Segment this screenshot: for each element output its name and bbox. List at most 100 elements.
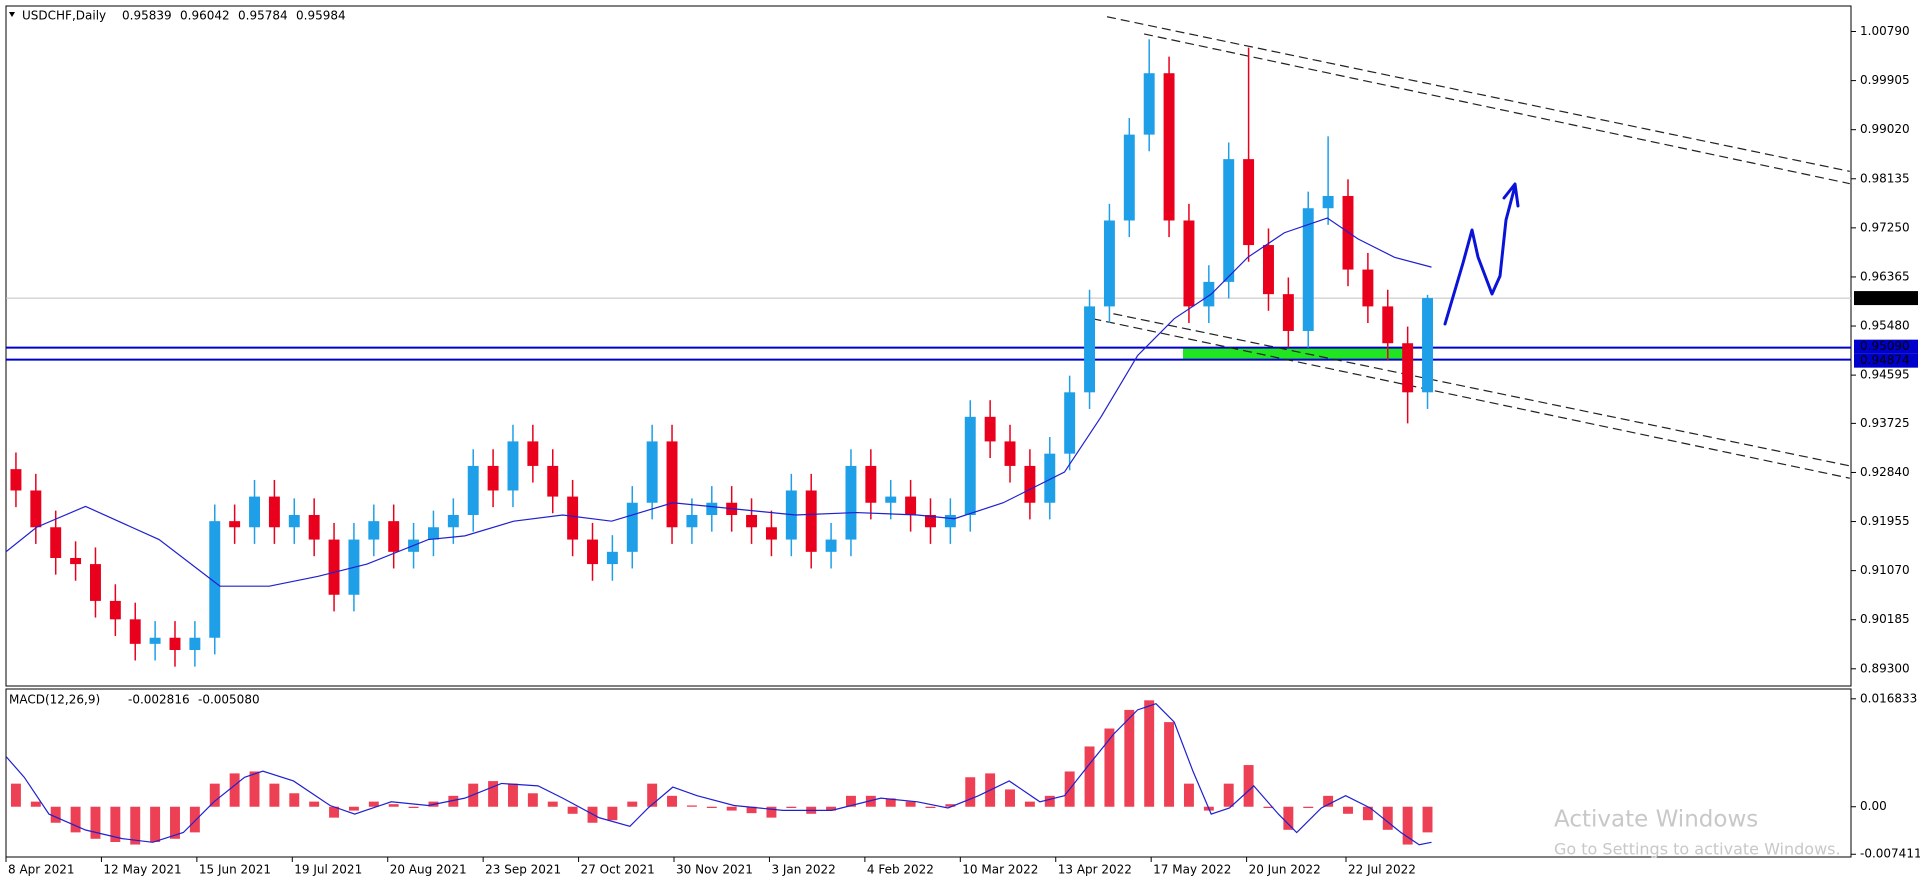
x-tick-label: 20 Aug 2021 (390, 863, 467, 877)
candle-body (606, 551, 618, 565)
candle-body (1302, 208, 1314, 331)
trendline (1113, 313, 1850, 467)
candle-body (89, 564, 101, 601)
macd-bar (627, 801, 638, 807)
y-tick-label: 0.96365 (1860, 269, 1910, 283)
macd-bar (1402, 806, 1413, 845)
macd-bar (150, 806, 161, 842)
macd-bar (766, 806, 777, 818)
candle-body (805, 490, 817, 552)
macd-bar (547, 801, 558, 807)
y-tick-label: 0.99020 (1860, 122, 1910, 136)
candle-body (765, 527, 777, 540)
macd-bar (1024, 801, 1035, 807)
header-value: -0.002816 (128, 693, 190, 707)
macd-bar (1243, 765, 1254, 807)
candle-body (328, 539, 340, 595)
candle-body (686, 515, 698, 528)
candle-body (587, 539, 598, 565)
macd-bar (905, 801, 916, 807)
y-tick-label: 0.90185 (1860, 612, 1910, 626)
y-tick-label: 0.91070 (1860, 563, 1910, 577)
candle-body (1084, 306, 1096, 393)
macd-bar (170, 806, 180, 839)
macd-bar (1164, 722, 1175, 807)
macd-bar (448, 795, 459, 807)
macd-bar (865, 795, 876, 807)
candle-body (1044, 453, 1056, 503)
macd-bar (647, 783, 658, 807)
macd-bar (567, 806, 578, 814)
candle-body (964, 416, 976, 516)
macd-bar (309, 801, 320, 807)
x-tick-label: 10 Mar 2022 (962, 863, 1038, 877)
price-marker-box (1854, 353, 1918, 368)
candle-body (149, 637, 161, 644)
candle-body (706, 502, 718, 516)
macd-bar (70, 806, 81, 833)
y-tick-label: -0.007411 (1860, 847, 1920, 861)
candle-body (646, 441, 658, 503)
support-zone (1182, 347, 1406, 360)
candle-body (109, 600, 121, 620)
y-tick-label: 0.99905 (1860, 73, 1910, 87)
macd-bar (189, 806, 200, 833)
candle-body (1402, 343, 1414, 393)
macd-bar (1005, 789, 1015, 807)
macd-bar (786, 806, 797, 809)
candle-body (129, 619, 141, 644)
macd-bar (348, 806, 359, 811)
candle-body (427, 527, 439, 540)
candle-body (249, 496, 260, 528)
y-tick-label: 0.92840 (1860, 465, 1910, 479)
candle-body (626, 502, 638, 552)
candle-body (666, 441, 678, 528)
candle-body (10, 469, 22, 491)
candle-body (70, 557, 82, 565)
trendline (1092, 318, 1850, 479)
macd-bar (10, 783, 21, 807)
macd-bar (1223, 783, 1234, 807)
candle-body (1024, 465, 1036, 503)
candle-body (229, 521, 241, 528)
candle-body (825, 539, 837, 552)
candle-body (1183, 220, 1195, 307)
candle-body (487, 465, 499, 491)
trendline (1143, 33, 1850, 185)
macd-bar (229, 773, 240, 807)
header-value: 0.95784 (238, 9, 288, 23)
macd-bar (408, 806, 419, 809)
y-tick-label: 0.97250 (1860, 220, 1910, 234)
x-tick-label: 27 Oct 2021 (581, 863, 655, 877)
macd-panel (5, 688, 1852, 858)
price-marker-box (1854, 339, 1918, 354)
macd-bar (1263, 806, 1274, 809)
macd-bar (1183, 783, 1194, 807)
price-marker-label: 0.95984 (1860, 291, 1910, 305)
macd-bar (249, 771, 260, 807)
macd-bar (1422, 806, 1433, 833)
candle-body (905, 496, 917, 516)
macd-bar (945, 804, 956, 807)
price-marker-label: 0.95090 (1860, 339, 1910, 353)
candle-body (1123, 134, 1135, 221)
macd-bar (508, 783, 518, 807)
signal-line (6, 703, 1432, 846)
candle-body (925, 515, 936, 528)
watermark-subtitle: Go to Settings to activate Windows. (1554, 840, 1841, 859)
macd-bar (1124, 709, 1135, 807)
candle-body (1064, 392, 1076, 454)
macd-bar (726, 806, 737, 811)
dropdown-icon (9, 12, 15, 17)
candle-body (288, 515, 300, 528)
macd-bar (30, 801, 41, 807)
hand-arrow (1443, 182, 1520, 326)
macd-bar (667, 795, 677, 807)
y-tick-label: 0.89300 (1860, 661, 1910, 675)
macd-bar (1104, 728, 1115, 807)
candle-body (1362, 269, 1374, 307)
x-tick-label: 23 Sep 2021 (485, 863, 561, 877)
macd-bar (388, 804, 399, 807)
